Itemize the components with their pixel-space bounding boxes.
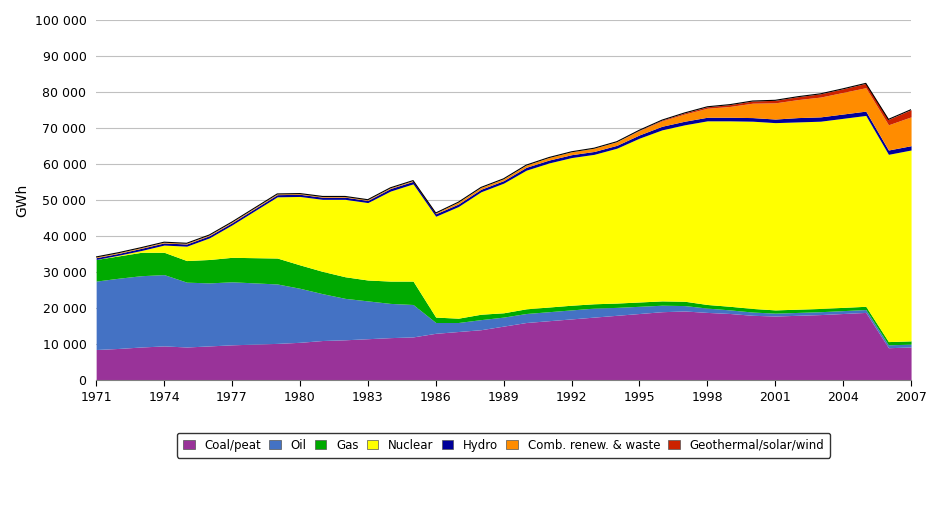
Legend: Coal/peat, Oil, Gas, Nuclear, Hydro, Comb. renew. & waste, Geothermal/solar/wind: Coal/peat, Oil, Gas, Nuclear, Hydro, Com… bbox=[177, 433, 830, 458]
Y-axis label: GWh: GWh bbox=[15, 184, 29, 216]
